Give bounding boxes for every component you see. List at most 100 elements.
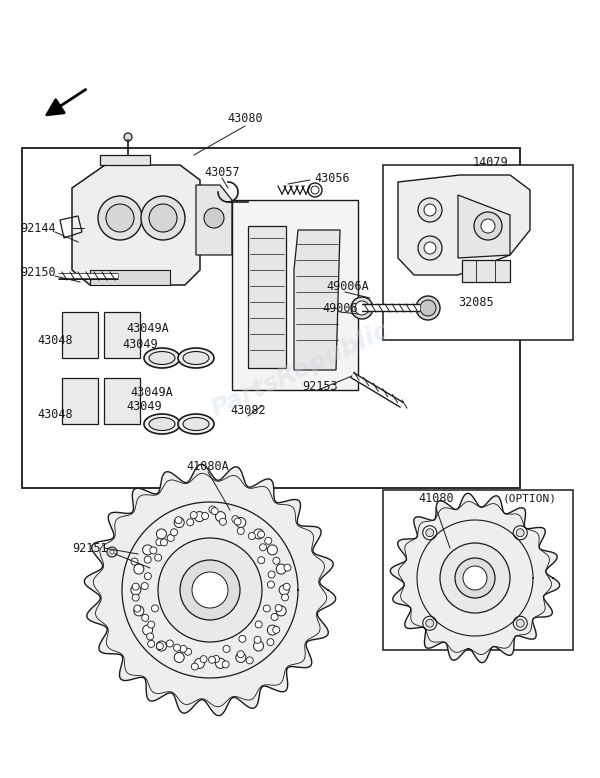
Circle shape: [237, 650, 244, 657]
Circle shape: [134, 605, 141, 612]
Circle shape: [151, 605, 158, 612]
Polygon shape: [104, 378, 140, 424]
Text: 49006A: 49006A: [326, 279, 370, 293]
Circle shape: [158, 538, 262, 642]
Polygon shape: [62, 378, 98, 424]
Ellipse shape: [178, 348, 214, 368]
Polygon shape: [458, 195, 510, 258]
Bar: [383, 165, 573, 340]
Circle shape: [144, 556, 151, 563]
Circle shape: [149, 204, 177, 232]
Circle shape: [141, 583, 148, 590]
Circle shape: [474, 212, 502, 240]
Circle shape: [284, 564, 291, 571]
Text: 41080A: 41080A: [187, 460, 229, 472]
Circle shape: [275, 605, 282, 612]
Text: 14079: 14079: [472, 156, 508, 169]
Circle shape: [170, 529, 178, 536]
Circle shape: [268, 571, 275, 578]
Circle shape: [222, 661, 229, 668]
Circle shape: [145, 573, 151, 580]
Circle shape: [260, 544, 266, 551]
Circle shape: [248, 533, 256, 540]
Ellipse shape: [416, 296, 440, 320]
Circle shape: [255, 621, 262, 628]
Circle shape: [124, 133, 132, 141]
Circle shape: [211, 507, 218, 514]
Circle shape: [268, 545, 277, 555]
Circle shape: [418, 236, 442, 260]
Polygon shape: [462, 260, 510, 282]
Circle shape: [132, 594, 139, 601]
Circle shape: [279, 585, 289, 595]
Circle shape: [265, 538, 272, 545]
Circle shape: [204, 208, 224, 228]
Circle shape: [267, 639, 274, 646]
Circle shape: [254, 641, 263, 651]
Circle shape: [423, 526, 437, 540]
Circle shape: [215, 658, 226, 668]
Circle shape: [215, 512, 226, 521]
Circle shape: [283, 584, 290, 591]
Circle shape: [134, 606, 144, 616]
Circle shape: [157, 643, 163, 650]
Circle shape: [142, 615, 149, 622]
Circle shape: [160, 539, 167, 546]
Ellipse shape: [149, 418, 175, 430]
Circle shape: [194, 512, 205, 521]
Text: 32085: 32085: [458, 296, 494, 309]
Circle shape: [513, 616, 527, 630]
Ellipse shape: [149, 352, 175, 365]
Circle shape: [254, 636, 261, 643]
Text: 43080: 43080: [227, 111, 263, 124]
Circle shape: [424, 204, 436, 216]
Circle shape: [234, 518, 241, 525]
Polygon shape: [294, 230, 340, 370]
Ellipse shape: [178, 414, 214, 434]
Circle shape: [143, 625, 152, 635]
Ellipse shape: [183, 418, 209, 430]
Ellipse shape: [183, 352, 209, 365]
Circle shape: [148, 640, 155, 647]
Ellipse shape: [351, 297, 373, 319]
Circle shape: [150, 547, 157, 554]
Circle shape: [239, 636, 246, 643]
Circle shape: [440, 543, 510, 613]
Circle shape: [209, 506, 216, 513]
Circle shape: [106, 204, 134, 232]
Circle shape: [254, 529, 263, 539]
Text: (OPTION): (OPTION): [503, 493, 557, 503]
Polygon shape: [391, 493, 560, 663]
Circle shape: [132, 584, 139, 590]
Ellipse shape: [144, 348, 180, 368]
Polygon shape: [62, 312, 98, 358]
Circle shape: [276, 606, 286, 616]
Circle shape: [200, 656, 207, 663]
Circle shape: [268, 581, 274, 588]
Circle shape: [271, 614, 278, 621]
Circle shape: [212, 655, 220, 662]
Text: 92153: 92153: [302, 380, 338, 392]
Circle shape: [174, 517, 184, 527]
Circle shape: [424, 242, 436, 254]
Text: 43056: 43056: [314, 171, 350, 184]
Circle shape: [155, 554, 161, 561]
Circle shape: [192, 572, 228, 608]
Circle shape: [141, 196, 185, 240]
Circle shape: [180, 560, 240, 620]
Text: 92151: 92151: [72, 541, 108, 555]
Circle shape: [268, 625, 277, 635]
Circle shape: [516, 619, 524, 627]
Circle shape: [110, 550, 114, 554]
Circle shape: [281, 594, 289, 601]
Circle shape: [134, 564, 144, 574]
Bar: [383, 490, 573, 650]
Circle shape: [426, 619, 434, 627]
Circle shape: [131, 585, 141, 595]
Ellipse shape: [420, 300, 436, 316]
Circle shape: [191, 663, 198, 670]
Circle shape: [157, 529, 166, 539]
Circle shape: [236, 653, 246, 662]
Circle shape: [98, 196, 142, 240]
Circle shape: [423, 616, 437, 630]
